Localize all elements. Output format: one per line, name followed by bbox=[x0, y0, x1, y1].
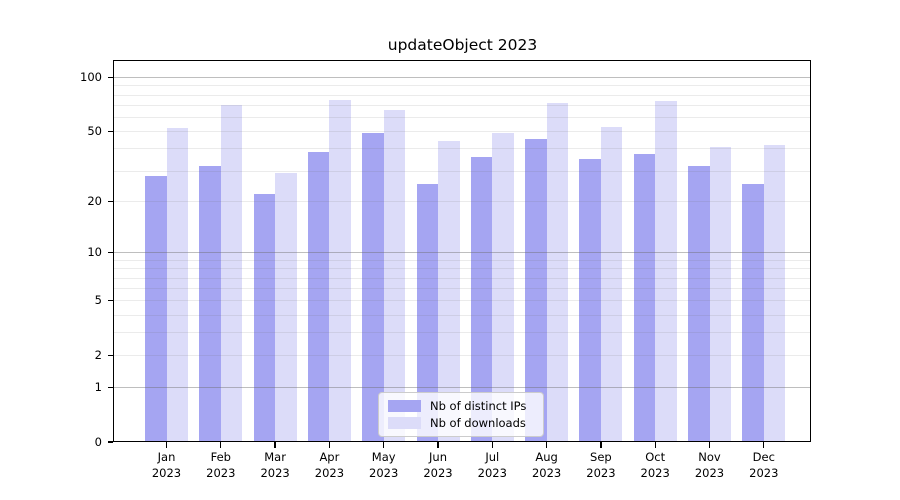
bar-downloads bbox=[709, 146, 731, 441]
x-tick-label: Mar 2023 bbox=[260, 450, 290, 480]
y-tick-label: 1 bbox=[94, 380, 102, 395]
y-tick bbox=[107, 76, 113, 78]
bar-downloads bbox=[600, 126, 623, 441]
gridline-minor bbox=[114, 355, 810, 357]
x-tick-label: Nov 2023 bbox=[694, 450, 725, 480]
gridline-minor bbox=[114, 105, 810, 107]
x-tick bbox=[708, 442, 711, 448]
x-tick-label: Feb 2023 bbox=[206, 450, 236, 480]
x-tick-label: Jul 2023 bbox=[477, 450, 507, 480]
x-tick bbox=[437, 442, 439, 448]
y-tick bbox=[107, 200, 113, 202]
x-tick bbox=[220, 442, 222, 448]
gridline-minor bbox=[114, 148, 810, 150]
gridline-major bbox=[114, 387, 810, 389]
bar-layer bbox=[114, 61, 810, 441]
gridline-major bbox=[114, 252, 810, 254]
bar-distinct-ips bbox=[307, 152, 330, 441]
bar-distinct-ips bbox=[688, 165, 710, 441]
bar-downloads bbox=[166, 128, 188, 441]
bar-distinct-ips bbox=[253, 194, 276, 441]
y-tick-label: 10 bbox=[87, 245, 102, 260]
bar-distinct-ips bbox=[362, 132, 384, 441]
x-tick-label: Apr 2023 bbox=[314, 450, 345, 480]
gridline-minor bbox=[114, 117, 810, 119]
bar-distinct-ips bbox=[579, 158, 601, 441]
x-tick bbox=[274, 442, 276, 448]
bar-downloads bbox=[383, 109, 406, 441]
gridline-minor bbox=[114, 314, 810, 316]
x-tick-label: Jun 2023 bbox=[423, 450, 453, 480]
bar-downloads bbox=[329, 99, 351, 441]
legend-label: Nb of distinct IPs bbox=[430, 398, 527, 413]
gridline-minor bbox=[114, 332, 810, 334]
x-tick-label: Dec 2023 bbox=[749, 450, 779, 480]
x-tick bbox=[491, 442, 493, 448]
x-tick-label: Oct 2023 bbox=[640, 450, 670, 480]
legend-item-downloads: Nb of downloads bbox=[388, 416, 535, 430]
y-tick bbox=[107, 299, 113, 302]
bar-distinct-ips bbox=[633, 154, 656, 441]
x-tick-label: Sep 2023 bbox=[586, 450, 616, 480]
y-tick-label: 0 bbox=[94, 435, 102, 449]
bar-downloads bbox=[655, 100, 677, 441]
gridline-minor bbox=[114, 288, 810, 290]
bar-distinct-ips bbox=[199, 165, 221, 441]
gridline-minor bbox=[114, 94, 810, 96]
grid-layer bbox=[114, 61, 810, 441]
y-tick-label: 50 bbox=[87, 124, 102, 139]
y-tick-label: 100 bbox=[80, 70, 102, 85]
gridline-minor bbox=[114, 277, 810, 279]
gridline-minor bbox=[114, 170, 810, 172]
chart-title: updateObject 2023 bbox=[387, 36, 538, 54]
x-tick bbox=[654, 442, 656, 448]
gridline-major bbox=[114, 77, 810, 79]
y-tick-label: 5 bbox=[94, 293, 102, 308]
bar-downloads bbox=[438, 141, 460, 441]
bar-distinct-ips bbox=[742, 184, 764, 441]
x-tick-label: May 2023 bbox=[369, 450, 399, 480]
x-tick bbox=[383, 442, 385, 448]
gridline-minor bbox=[114, 131, 810, 133]
bar-downloads bbox=[763, 144, 786, 441]
x-tick-label: Aug 2023 bbox=[531, 450, 562, 480]
bar-downloads bbox=[275, 173, 297, 441]
legend-item-distinct-ips: Nb of distinct IPs bbox=[388, 399, 535, 413]
bar-distinct-ips bbox=[525, 139, 547, 441]
y-tick bbox=[107, 386, 113, 388]
bar-distinct-ips bbox=[416, 184, 438, 441]
gridline-minor bbox=[114, 85, 810, 87]
gridline-minor bbox=[114, 268, 810, 270]
bar-downloads bbox=[546, 102, 569, 441]
legend: Nb of distinct IPs Nb of downloads bbox=[378, 392, 544, 437]
y-tick-label: 2 bbox=[94, 348, 102, 363]
y-tick-label: 20 bbox=[87, 194, 102, 209]
x-tick bbox=[763, 442, 765, 448]
y-tick bbox=[107, 251, 113, 254]
y-tick bbox=[107, 130, 113, 132]
bar-downloads bbox=[492, 132, 514, 441]
bar-distinct-ips bbox=[470, 156, 493, 441]
gridline-minor bbox=[114, 300, 810, 302]
x-tick bbox=[165, 442, 168, 448]
bar-distinct-ips bbox=[145, 175, 167, 441]
gridline-minor bbox=[114, 260, 810, 261]
x-tick-label: Jan 2023 bbox=[151, 450, 182, 480]
x-tick bbox=[600, 442, 602, 448]
downloads-swatch-icon bbox=[388, 417, 421, 430]
y-tick bbox=[107, 354, 113, 356]
gridline-minor bbox=[114, 201, 810, 203]
y-tick bbox=[107, 441, 113, 443]
legend-label: Nb of downloads bbox=[430, 416, 526, 431]
bar-downloads bbox=[220, 105, 243, 441]
x-tick bbox=[545, 442, 548, 448]
x-tick bbox=[328, 442, 331, 448]
plot-area bbox=[113, 60, 811, 442]
distinct-ips-swatch-icon bbox=[388, 399, 421, 412]
